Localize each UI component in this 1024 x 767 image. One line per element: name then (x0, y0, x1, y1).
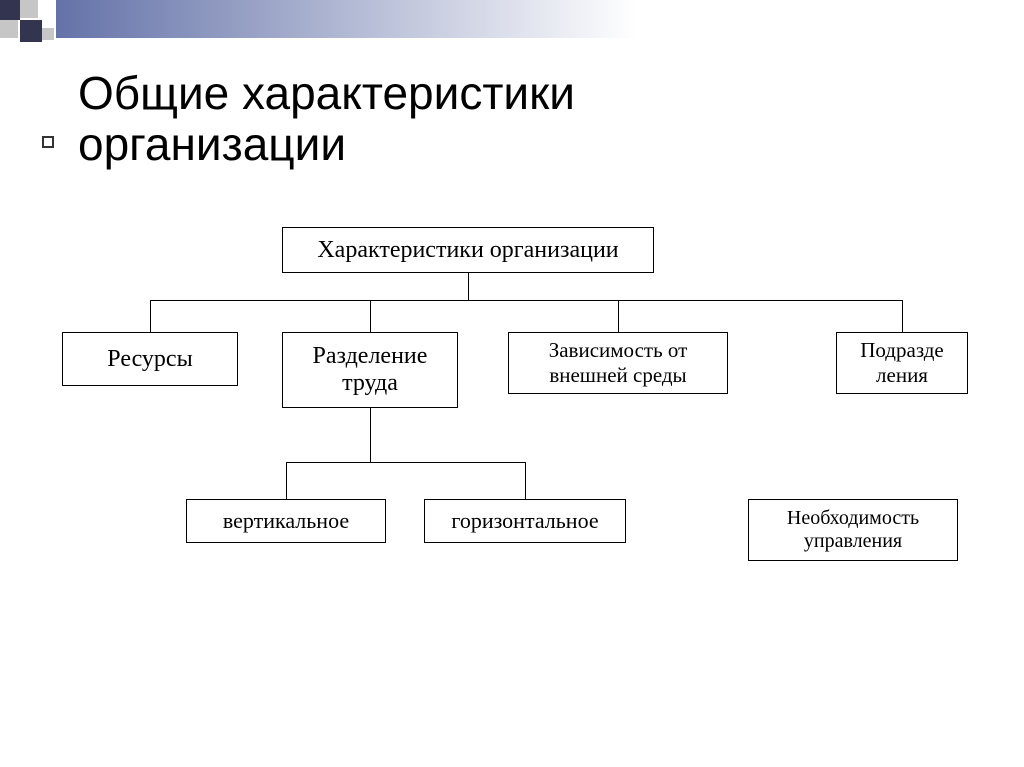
decor-square (0, 0, 20, 20)
slide-title: Общие характеристики организации (78, 68, 575, 169)
node-label: Зависимость отвнешней среды (549, 338, 688, 388)
node-division: Разделениетруда (282, 332, 458, 408)
node-label: Разделениетруда (313, 343, 428, 397)
edge (150, 300, 151, 332)
edge (525, 462, 526, 499)
edge (370, 408, 371, 462)
edge (618, 300, 619, 332)
bullet-icon (42, 136, 54, 148)
node-label: горизонтальное (451, 508, 598, 534)
slide-canvas: Общие характеристики организации Характе… (0, 0, 1024, 767)
edge (468, 273, 469, 300)
edge (286, 462, 287, 499)
node-label: Характеристики организации (317, 237, 618, 264)
decor-square (42, 28, 54, 40)
decor-square (20, 0, 38, 18)
edge (286, 462, 525, 463)
header-gradient (56, 0, 1024, 38)
node-management: Необходимостьуправления (748, 499, 958, 561)
node-vertical: вертикальное (186, 499, 386, 543)
title-line1: Общие характеристики (78, 68, 575, 119)
node-horizontal: горизонтальное (424, 499, 626, 543)
edge (150, 300, 902, 301)
node-label: вертикальное (223, 508, 349, 534)
node-resources: Ресурсы (62, 332, 238, 386)
decor-square (0, 20, 18, 38)
decor-square (20, 20, 42, 42)
edge (370, 300, 371, 332)
edge (902, 300, 903, 332)
title-line2: организации (78, 119, 575, 170)
node-label: Подразделения (860, 338, 944, 388)
node-departments: Подразделения (836, 332, 968, 394)
node-root: Характеристики организации (282, 227, 654, 273)
node-environment: Зависимость отвнешней среды (508, 332, 728, 394)
node-label: Необходимостьуправления (787, 507, 919, 553)
node-label: Ресурсы (107, 346, 192, 373)
